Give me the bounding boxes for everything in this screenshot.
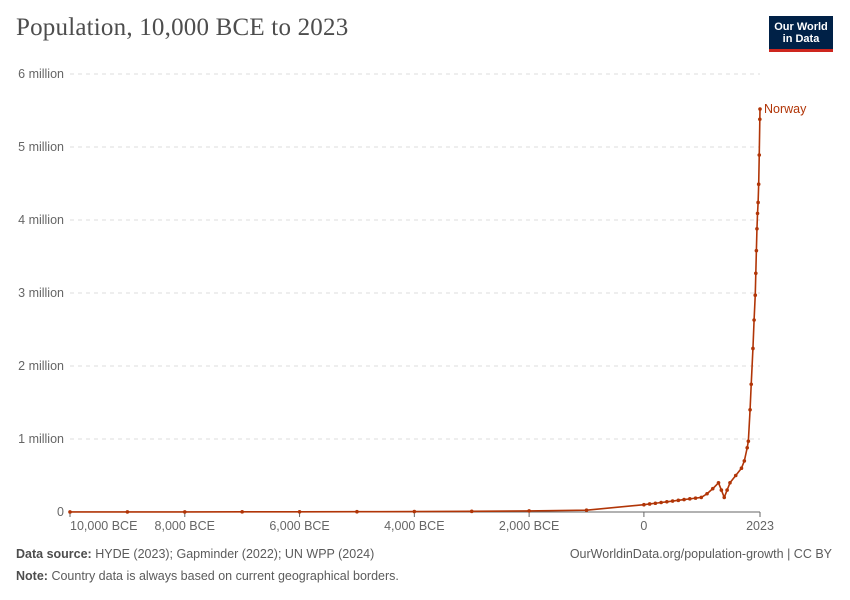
y-tick-label: 6 million [18, 67, 64, 81]
owid-logo[interactable]: Our World in Data [769, 16, 833, 52]
data-point [728, 481, 732, 485]
source-text: HYDE (2023); Gapminder (2022); UN WPP (2… [95, 547, 375, 561]
y-tick-label: 3 million [18, 286, 64, 300]
data-point [647, 502, 652, 506]
note-text: Country data is always based on current … [51, 569, 399, 583]
data-point [719, 488, 724, 492]
data-point [752, 318, 756, 322]
data-point [297, 509, 302, 514]
data-point [748, 408, 752, 412]
data-point [469, 509, 474, 514]
x-tick-label: 2023 [746, 519, 774, 533]
grid-lines [70, 73, 760, 440]
data-point [125, 510, 130, 514]
x-tick-label: 6,000 BCE [269, 519, 329, 533]
population-line-chart: 0 1 million 2 million 3 million 4 million 5 m… [18, 67, 807, 533]
data-point [755, 211, 760, 216]
data-point [699, 495, 704, 500]
axes: 0 1 million 2 million 3 million 4 million 5 m… [18, 67, 774, 533]
y-tick-label: 0 [57, 505, 64, 519]
data-point [355, 509, 359, 514]
data-point [749, 382, 754, 387]
series-label-norway: Norway [764, 102, 807, 116]
data-point [756, 182, 761, 187]
data-point [240, 510, 244, 514]
logo-line-1: Our World [774, 20, 828, 33]
data-point [693, 496, 698, 500]
data-point [659, 500, 663, 505]
logo-line-2: in Data [782, 32, 820, 45]
data-point [754, 248, 759, 253]
data-point [676, 498, 681, 503]
chart-title: Population, 10,000 BCE to 2023 [16, 14, 349, 41]
data-point [757, 153, 762, 157]
data-point [758, 117, 762, 122]
y-tick-label: 5 million [18, 140, 64, 154]
data-point [754, 271, 758, 276]
data-point [653, 501, 658, 506]
data-point [716, 481, 721, 485]
chart-note: Note: Country data is always based on cu… [16, 569, 399, 583]
data-point [722, 495, 727, 500]
data-point [753, 293, 758, 297]
data-point [739, 466, 744, 471]
source-url-link[interactable]: OurWorldinData.org/population-growth | C… [569, 547, 832, 561]
y-tick-label: 1 million [18, 432, 64, 446]
data-point [746, 439, 751, 443]
source-label: Data source: [16, 547, 92, 561]
x-tick-label: 10,000 BCE [70, 519, 137, 533]
note-label: Note: [16, 569, 48, 583]
data-point [758, 107, 762, 111]
data-point [182, 510, 187, 514]
data-point [682, 497, 686, 502]
x-tick-label: 8,000 BCE [155, 519, 215, 533]
series-line-norway [69, 109, 761, 513]
x-tick-label: 2,000 BCE [499, 519, 559, 533]
data-point [745, 445, 750, 450]
data-point [710, 486, 715, 491]
data-point [642, 502, 646, 507]
x-tick-label: 0 [640, 519, 647, 533]
data-point [527, 509, 531, 513]
data-point [751, 346, 755, 351]
data-point [725, 488, 729, 492]
y-tick-label: 2 million [18, 359, 64, 373]
data-point [412, 509, 417, 514]
data-point [755, 226, 759, 231]
data-source: Data source: HYDE (2023); Gapminder (202… [16, 547, 374, 561]
data-point [733, 473, 738, 478]
data-point [68, 510, 72, 514]
series-layer: Norway [68, 102, 807, 514]
x-tick-label: 4,000 BCE [384, 519, 444, 533]
y-tick-label: 4 million [18, 213, 64, 227]
data-point [665, 499, 669, 504]
data-point [742, 459, 747, 463]
data-point [670, 499, 675, 503]
data-point [756, 200, 760, 205]
data-point [705, 491, 709, 496]
data-point [584, 508, 589, 512]
data-point [688, 497, 692, 501]
